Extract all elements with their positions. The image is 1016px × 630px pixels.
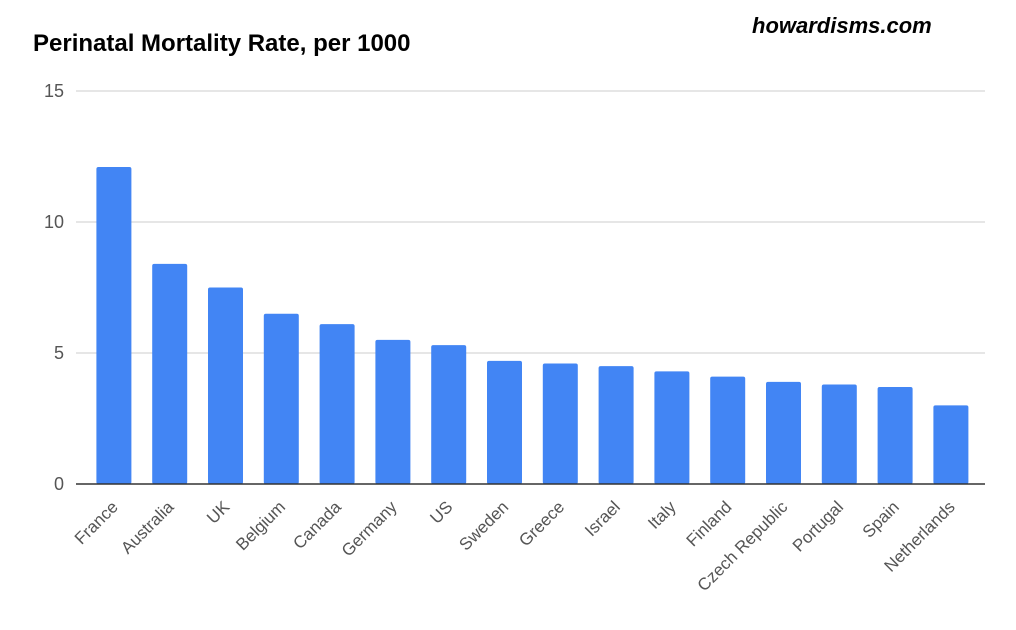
bar — [152, 263, 188, 484]
x-tick-label: US — [426, 497, 456, 527]
bars — [96, 166, 969, 485]
x-tick-label: Spain — [859, 497, 903, 541]
bar — [487, 360, 522, 484]
x-tick-label: Belgium — [232, 497, 289, 554]
bar — [208, 287, 243, 484]
x-tick-label: Italy — [644, 497, 680, 533]
watermark: howardisms.com — [752, 13, 932, 38]
bar — [877, 387, 913, 484]
bar — [654, 371, 690, 484]
x-tick-label: Israel — [581, 497, 624, 540]
bar — [375, 339, 411, 484]
x-tick-label: Canada — [289, 497, 345, 553]
bar — [821, 384, 857, 484]
x-tick-label: Portugal — [789, 497, 847, 555]
y-axis-ticks: 0 5 10 15 — [44, 81, 64, 494]
x-tick-label: France — [71, 497, 122, 548]
bar — [96, 166, 132, 485]
bar — [319, 324, 355, 484]
x-tick-label: Sweden — [455, 497, 512, 554]
x-tick-label: Finland — [683, 497, 736, 550]
bar — [710, 376, 746, 484]
bar — [431, 345, 467, 484]
x-tick-label: UK — [203, 497, 234, 528]
y-tick-label: 15 — [44, 81, 64, 101]
y-tick-label: 5 — [54, 343, 64, 363]
bar — [542, 363, 578, 484]
y-tick-label: 0 — [54, 474, 64, 494]
bar — [598, 366, 634, 484]
y-tick-label: 10 — [44, 212, 64, 232]
bar — [933, 405, 969, 484]
x-tick-label: Greece — [515, 497, 568, 550]
bar — [263, 313, 299, 484]
chart-title: Perinatal Mortality Rate, per 1000 — [33, 30, 411, 57]
x-tick-label: Australia — [117, 497, 178, 558]
x-tick-label: Germany — [338, 497, 401, 560]
bar — [766, 381, 801, 484]
